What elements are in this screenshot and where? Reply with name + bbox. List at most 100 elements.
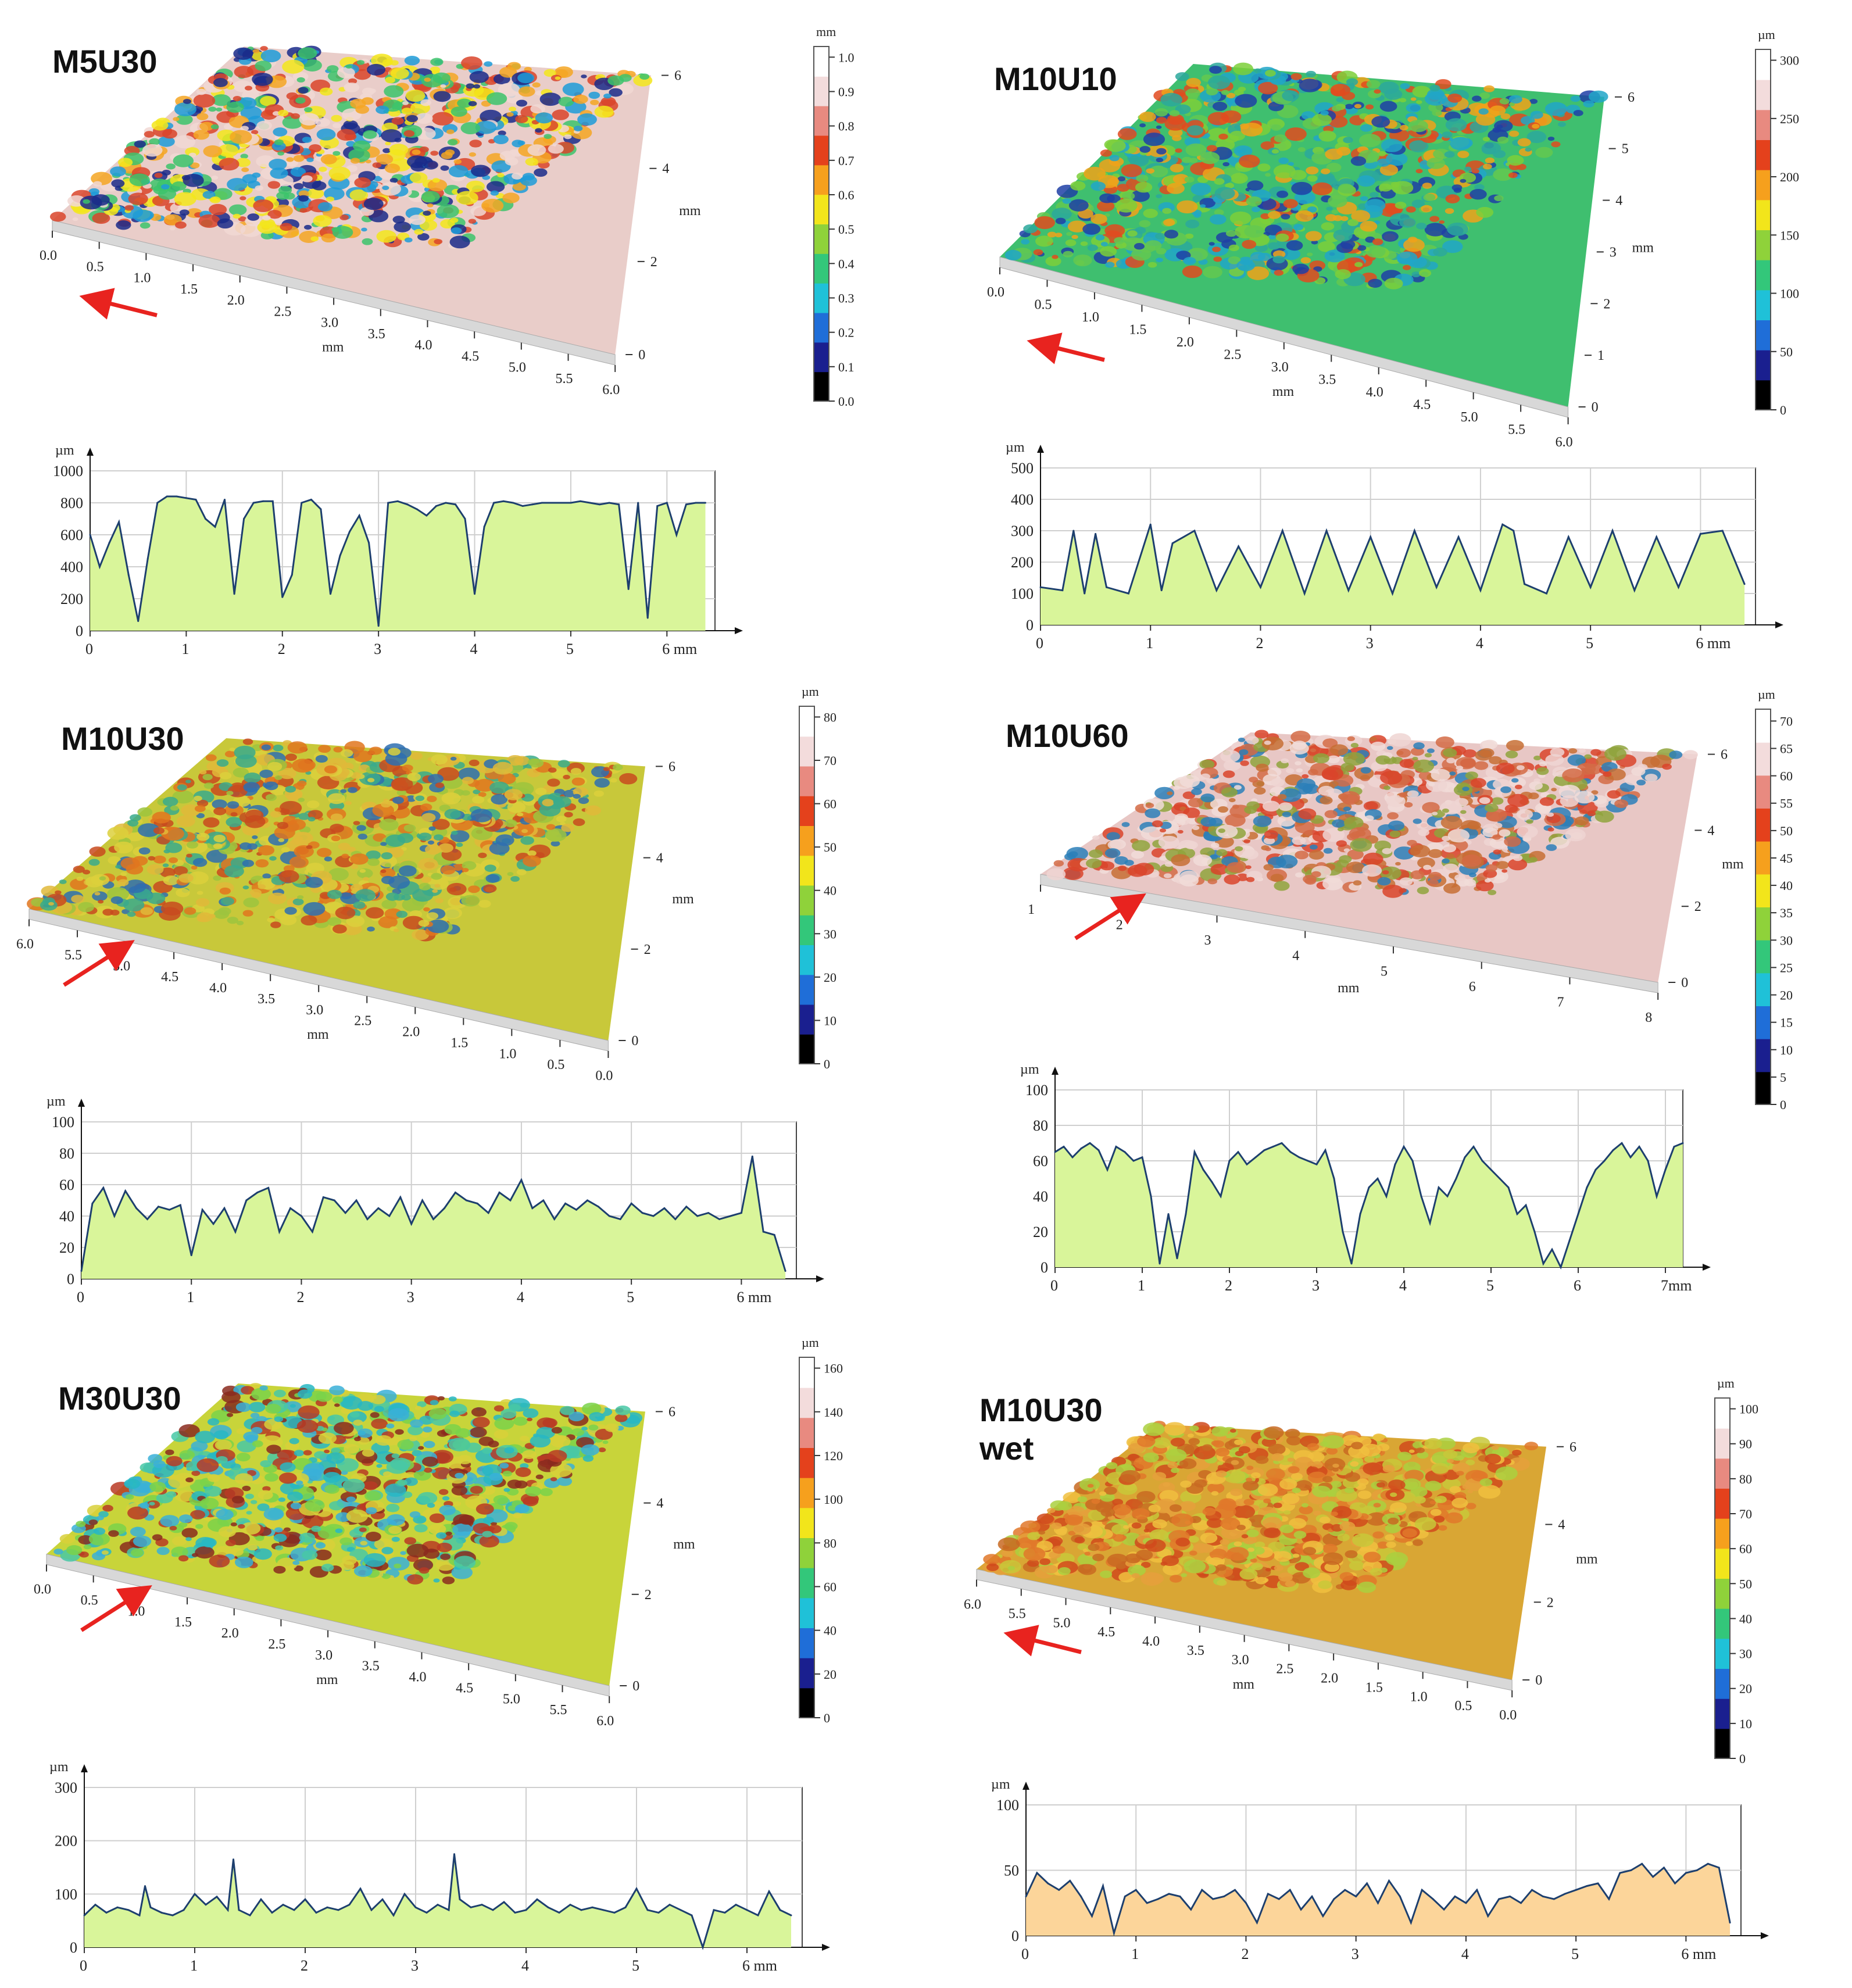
- surface-speckle: [1275, 854, 1298, 868]
- profile-point: [168, 1208, 170, 1211]
- surface-speckle: [1131, 189, 1150, 202]
- surface-speckle: [449, 1410, 460, 1417]
- x-tick-label: 0.5: [87, 259, 104, 274]
- surface-speckle: [1366, 80, 1381, 89]
- surface-speckle: [1296, 778, 1316, 791]
- surface-speckle: [481, 198, 504, 213]
- surface-speckle: [555, 66, 573, 78]
- profile-point: [1567, 536, 1569, 538]
- y-tick-label: 100: [1011, 585, 1034, 602]
- surface-speckle: [1179, 874, 1199, 887]
- surface-speckle: [1432, 811, 1438, 816]
- surface-speckle: [1134, 243, 1145, 250]
- surface-speckle: [1239, 155, 1260, 168]
- surface-speckle: [1508, 102, 1515, 106]
- surface-speckle: [1214, 209, 1224, 216]
- surface-speckle: [427, 203, 434, 208]
- surface-speckle: [1109, 155, 1120, 162]
- profile-point: [233, 593, 235, 595]
- surface-speckle: [299, 113, 320, 126]
- surface-speckle: [461, 895, 480, 907]
- surface-texture: [49, 45, 653, 249]
- surface-speckle: [267, 761, 283, 771]
- colorbar-unit: µm: [1758, 27, 1775, 42]
- profile-point: [773, 1233, 775, 1236]
- surface-speckle: [1407, 790, 1419, 798]
- colorbar-tick-label: 60: [1780, 769, 1793, 784]
- surface-speckle: [1135, 182, 1153, 193]
- surface-speckle: [233, 47, 253, 60]
- surface-speckle: [261, 744, 271, 750]
- profile-point: [445, 502, 447, 504]
- surface-speckle: [457, 98, 472, 108]
- surface-speckle: [177, 784, 187, 791]
- profile-point: [301, 502, 303, 504]
- surface-speckle: [176, 888, 190, 898]
- surface-speckle: [353, 821, 360, 825]
- surface-speckle: [1377, 151, 1386, 156]
- surface-speckle: [1160, 92, 1182, 107]
- surface-speckle: [1546, 844, 1557, 851]
- surface-speckle: [1222, 162, 1230, 167]
- surface-speckle: [1308, 850, 1324, 860]
- surface-speckle: [196, 891, 203, 895]
- surface-speckle: [1578, 748, 1586, 753]
- surface-speckle: [429, 1513, 445, 1523]
- surface-speckle: [227, 178, 248, 191]
- surface-speckle: [1365, 104, 1374, 110]
- surface-speckle: [1603, 771, 1612, 777]
- surface-speckle: [1539, 797, 1554, 806]
- surface-speckle: [242, 910, 253, 917]
- y-tick-label: 100: [52, 1114, 74, 1131]
- profile-point: [1215, 589, 1218, 592]
- surface-speckle: [456, 842, 463, 848]
- surface-speckle: [1468, 873, 1476, 878]
- surface-speckle: [72, 217, 78, 221]
- surface-speckle: [297, 895, 304, 900]
- surface-speckle: [1260, 213, 1270, 220]
- surface-speckle: [313, 214, 332, 227]
- surface-speckle: [345, 65, 352, 69]
- surface-speckle: [1382, 884, 1404, 898]
- surface-speckle: [1295, 872, 1304, 878]
- surface-speckle: [1300, 837, 1313, 845]
- colorbar-tick-label: 5: [1780, 1070, 1786, 1085]
- profile-point: [1315, 1163, 1318, 1165]
- surface-speckle: [1177, 829, 1184, 834]
- surface-speckle: [535, 1474, 544, 1479]
- profile-point: [589, 502, 591, 504]
- surface-speckle: [1179, 774, 1200, 788]
- surface-speckle: [1472, 95, 1482, 102]
- surface-speckle: [1669, 750, 1683, 759]
- surface-speckle: [1292, 741, 1307, 750]
- surface-speckle: [431, 112, 453, 126]
- surface-speckle: [432, 889, 438, 893]
- surface-speckle: [460, 121, 481, 135]
- surface-speckle: [1186, 125, 1204, 136]
- surface-speckle: [1443, 748, 1457, 757]
- surface-speckle: [1379, 164, 1399, 176]
- surface-speckle: [1399, 877, 1413, 886]
- surface-speckle: [285, 753, 297, 761]
- surface-speckle: [244, 85, 253, 91]
- surface-speckle: [203, 817, 220, 828]
- x-tick-label: 6 mm: [1696, 635, 1731, 652]
- surface-speckle: [137, 807, 153, 817]
- surface-speckle: [594, 790, 604, 797]
- profile-point: [1577, 1213, 1579, 1215]
- y-tick-label: 40: [1033, 1188, 1048, 1205]
- surface-speckle: [1447, 222, 1469, 236]
- profile-point: [454, 1192, 456, 1193]
- colorbar-tick-label: 100: [1780, 287, 1799, 301]
- surface-speckle: [1350, 743, 1359, 748]
- surface-speckle: [1073, 254, 1092, 267]
- surface-speckle: [319, 87, 333, 96]
- surface-speckle: [1192, 825, 1200, 830]
- colorbar-segment: [799, 825, 814, 856]
- surface-speckle: [1424, 753, 1432, 758]
- surface-speckle: [424, 77, 431, 82]
- surface-speckle: [59, 1533, 76, 1544]
- profile-point: [656, 505, 659, 507]
- surface-speckle: [1421, 271, 1429, 277]
- surface-speckle: [213, 843, 223, 849]
